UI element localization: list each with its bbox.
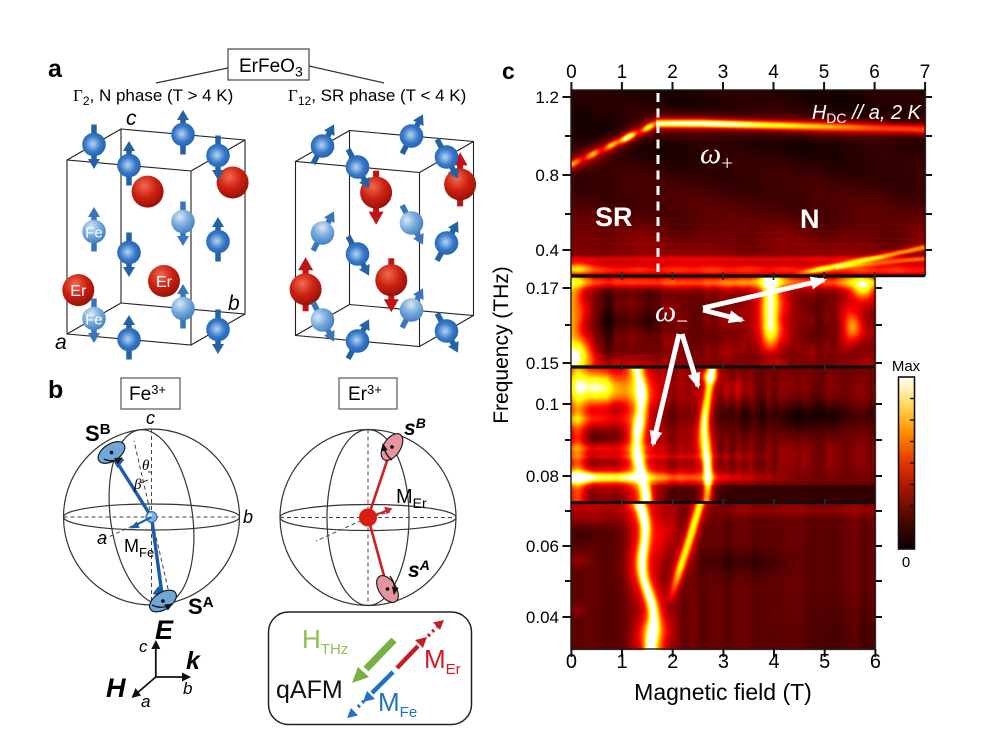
svg-text:0: 0 <box>566 62 577 83</box>
svg-text:0.06: 0.06 <box>526 537 559 556</box>
svg-text:SA: SA <box>188 594 214 619</box>
svg-text:a: a <box>141 692 150 711</box>
svg-text:b: b <box>183 679 192 698</box>
svg-text:SB: SB <box>85 421 111 446</box>
svg-text:1: 1 <box>616 651 627 673</box>
svg-text:0.08: 0.08 <box>526 467 559 486</box>
svg-text:4: 4 <box>768 651 779 673</box>
svg-text:SR: SR <box>595 202 633 232</box>
svg-text:E: E <box>155 615 174 645</box>
svg-text:ErFeO3: ErFeO3 <box>239 56 303 80</box>
svg-text:Frequency (THz): Frequency (THz) <box>490 266 513 424</box>
svg-text:5: 5 <box>819 62 830 83</box>
svg-text:MEr: MEr <box>424 644 461 678</box>
svg-text:3: 3 <box>718 651 729 673</box>
svg-text:4: 4 <box>768 62 779 83</box>
svg-text:c: c <box>126 107 137 130</box>
svg-text:Fe: Fe <box>85 225 103 242</box>
svg-text:Γ12, SR phase (T < 4 K): Γ12, SR phase (T < 4 K) <box>288 86 466 108</box>
svg-text:HDC // a, 2 K: HDC // a, 2 K <box>812 102 923 126</box>
svg-text:7: 7 <box>920 62 931 83</box>
svg-text:MEr: MEr <box>396 486 427 511</box>
svg-text:6: 6 <box>870 651 881 673</box>
svg-text:1.2: 1.2 <box>535 88 559 107</box>
svg-text:b: b <box>228 292 240 315</box>
svg-text:c: c <box>502 58 515 84</box>
svg-text:c: c <box>146 408 155 428</box>
svg-text:a: a <box>55 331 67 354</box>
svg-text:H: H <box>106 673 126 703</box>
svg-text:3: 3 <box>718 62 729 83</box>
svg-text:Γ2, N phase (T > 4 K): Γ2, N phase (T > 4 K) <box>73 86 233 108</box>
svg-text:5: 5 <box>819 651 830 673</box>
svg-text:Max: Max <box>892 358 921 375</box>
svg-text:0.1: 0.1 <box>535 395 559 414</box>
svg-text:Fe: Fe <box>85 312 103 329</box>
svg-text:sB: sB <box>404 415 426 440</box>
svg-text:2: 2 <box>667 651 678 673</box>
svg-text:6: 6 <box>869 62 880 83</box>
svg-text:sA: sA <box>408 557 430 582</box>
svg-text:0.15: 0.15 <box>526 354 559 373</box>
svg-text:ω−: ω− <box>655 295 688 333</box>
svg-text:0.04: 0.04 <box>526 608 559 627</box>
svg-text:0.17: 0.17 <box>526 279 559 298</box>
svg-text:a: a <box>48 55 63 83</box>
svg-text:0: 0 <box>566 651 577 673</box>
svg-text:1: 1 <box>617 62 628 83</box>
svg-text:MFe: MFe <box>124 536 154 560</box>
svg-text:k: k <box>186 647 201 675</box>
svg-text:qAFM: qAFM <box>276 676 343 704</box>
svg-text:Magnetic field (T): Magnetic field (T) <box>634 679 812 705</box>
svg-text:Er: Er <box>156 274 173 291</box>
svg-text:0.8: 0.8 <box>535 166 559 185</box>
svg-text:β: β <box>133 477 142 493</box>
svg-text:θ: θ <box>142 458 150 474</box>
svg-text:2: 2 <box>667 62 678 83</box>
svg-text:b: b <box>48 376 63 404</box>
svg-text:0.4: 0.4 <box>535 241 559 260</box>
svg-text:N: N <box>800 204 820 234</box>
svg-text:0: 0 <box>902 554 910 571</box>
svg-text:Er: Er <box>70 283 87 300</box>
svg-text:c: c <box>139 637 148 656</box>
svg-text:a: a <box>97 528 107 548</box>
svg-text:b: b <box>243 507 253 527</box>
svg-text:ω+: ω+ <box>700 137 733 175</box>
